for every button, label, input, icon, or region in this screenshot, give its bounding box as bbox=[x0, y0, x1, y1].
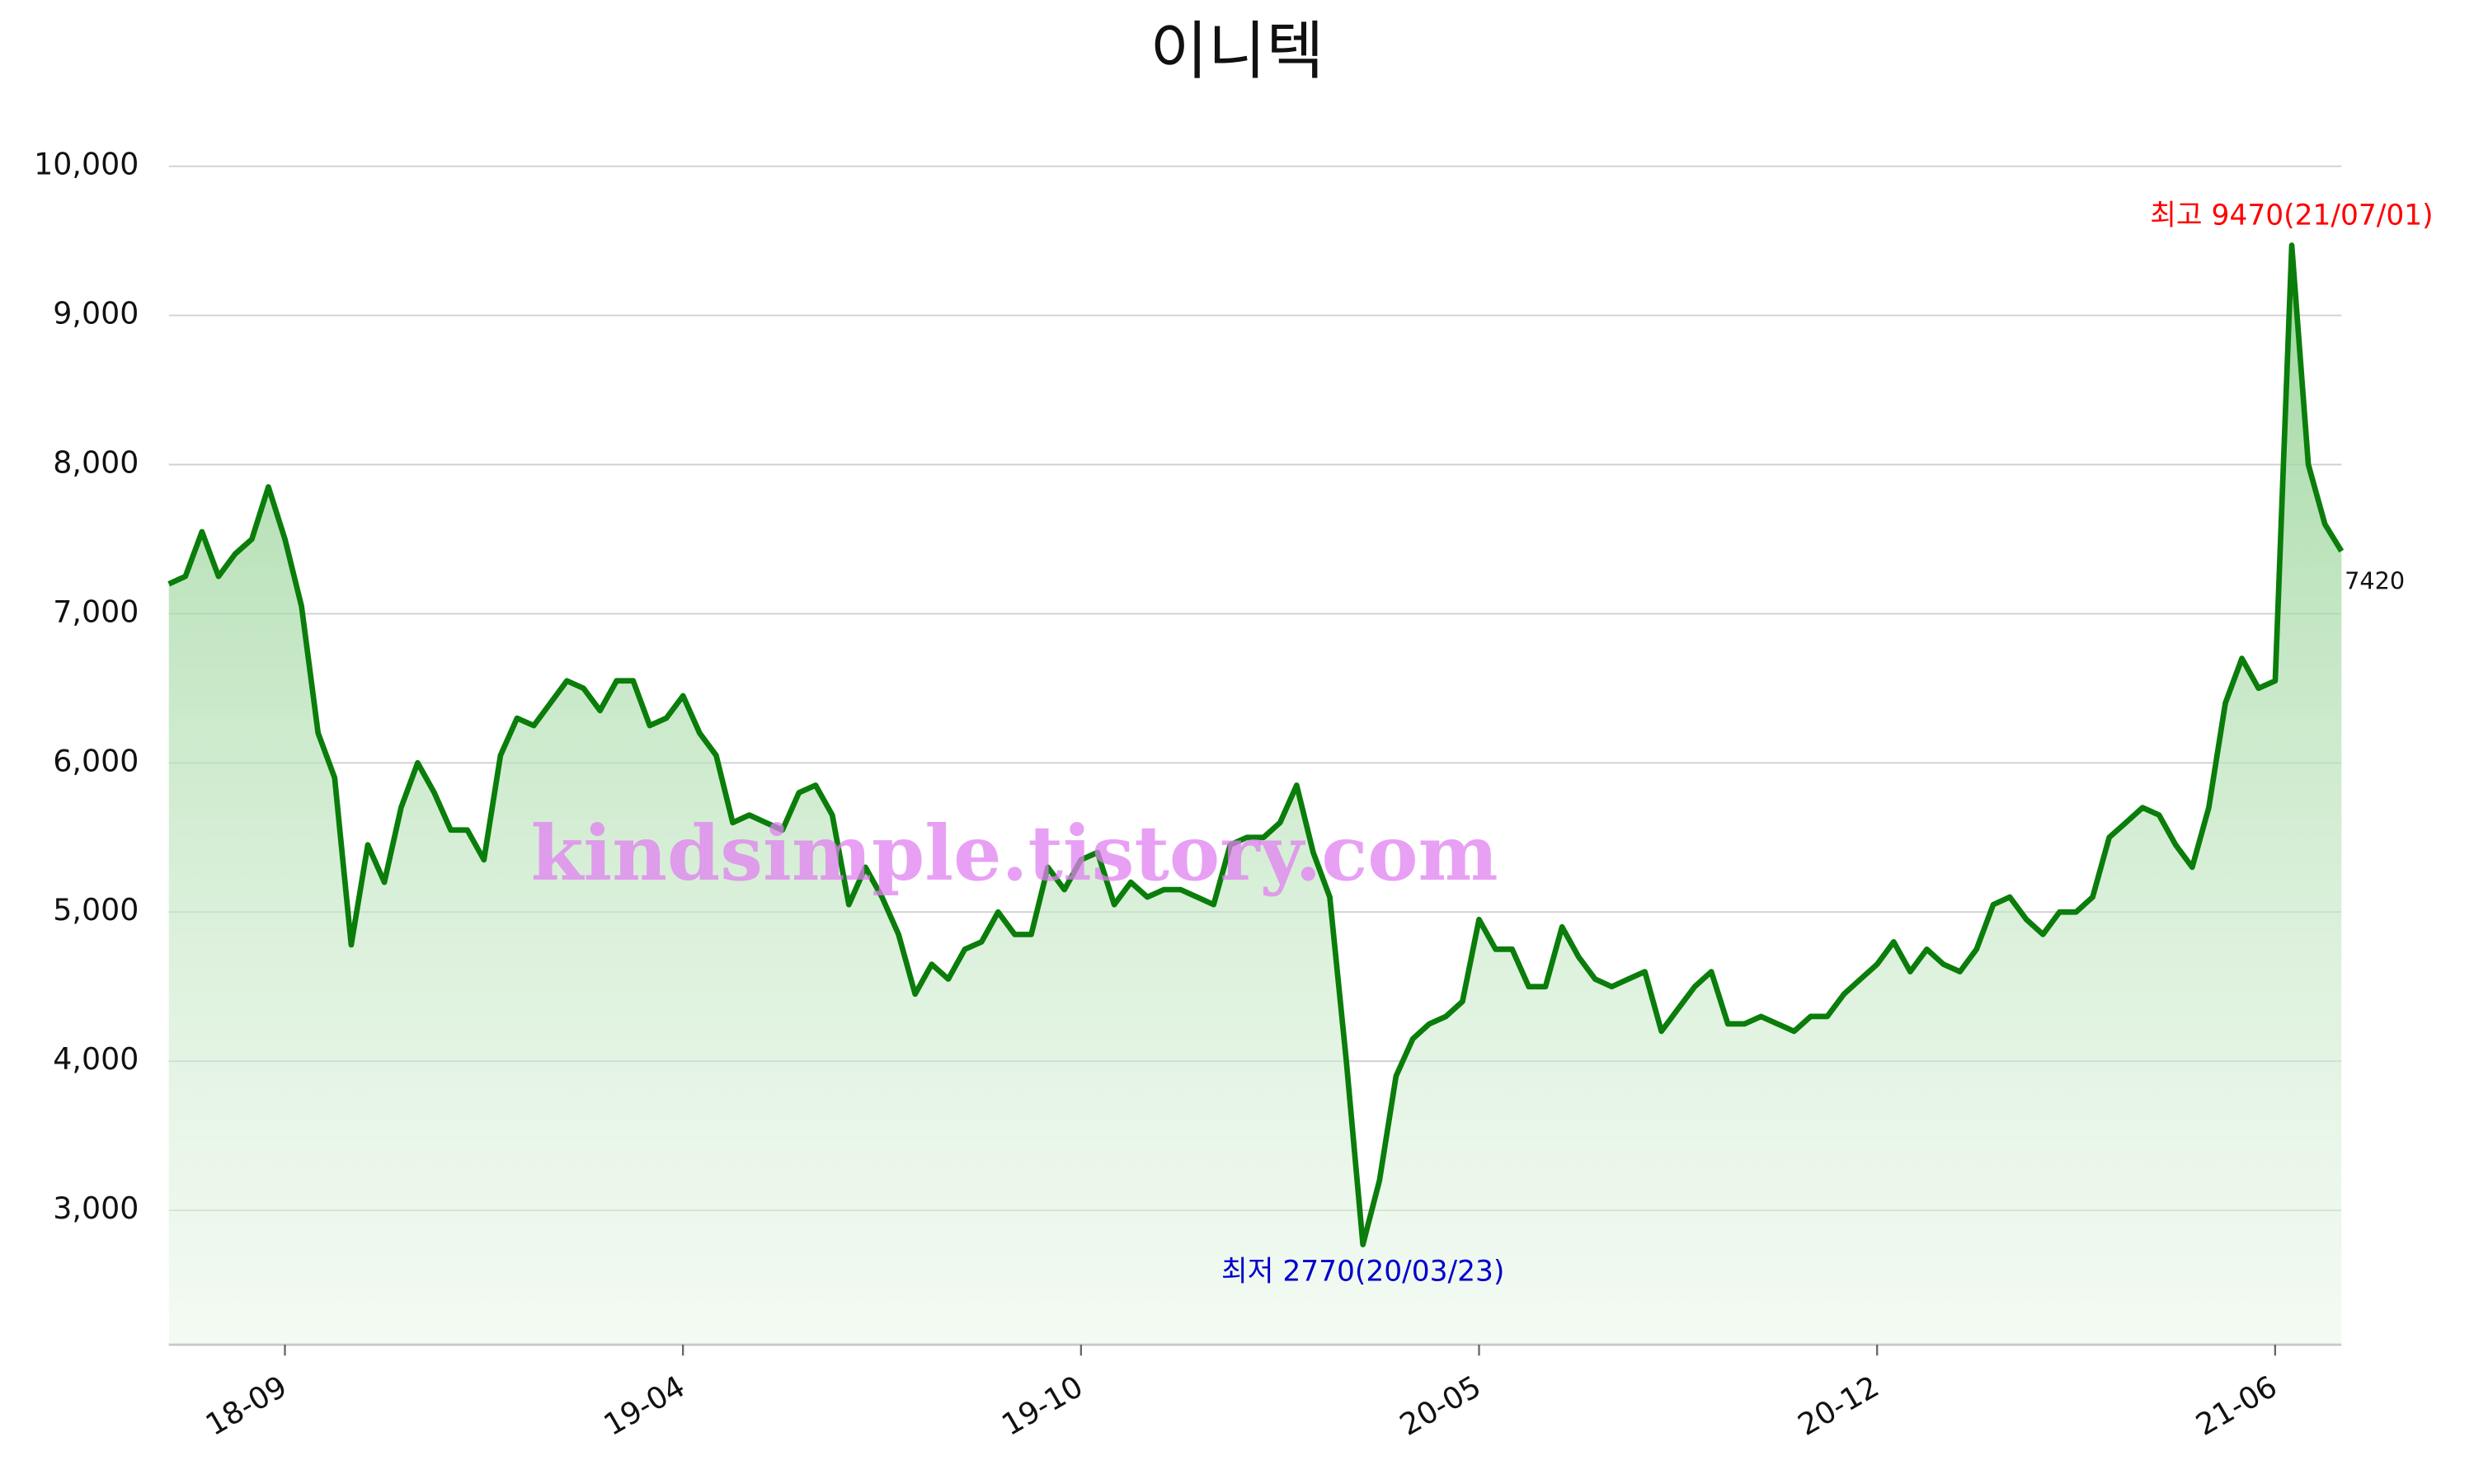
y-tick-label: 7,000 bbox=[53, 594, 139, 629]
x-tick-label: 21-06 bbox=[2189, 1369, 2283, 1443]
y-tick-label: 8,000 bbox=[53, 444, 139, 480]
annotation: 최저 2770(20/03/23) bbox=[1221, 1256, 1504, 1289]
last-value-label: 7420 bbox=[2345, 567, 2405, 595]
annotation: 최고 9470(21/07/01) bbox=[2150, 200, 2433, 232]
area bbox=[168, 245, 2342, 1345]
x-tick-label: 18-09 bbox=[200, 1369, 293, 1443]
chart-title: 이니텍 bbox=[1150, 16, 1324, 89]
x-tick-label: 19-10 bbox=[995, 1369, 1089, 1443]
y-tick-label: 10,000 bbox=[34, 147, 139, 182]
y-tick-label: 3,000 bbox=[53, 1190, 139, 1226]
x-tick-label: 19-04 bbox=[598, 1369, 691, 1443]
x-tick-label: 20-12 bbox=[1792, 1369, 1885, 1443]
y-tick-label: 5,000 bbox=[53, 892, 139, 928]
y-tick-label: 9,000 bbox=[53, 296, 139, 331]
y-tick-label: 4,000 bbox=[53, 1041, 139, 1077]
watermark: kindsimple.tistory.com bbox=[531, 809, 1498, 898]
y-tick-label: 6,000 bbox=[53, 743, 139, 778]
x-tick-label: 20-05 bbox=[1394, 1369, 1487, 1443]
price-line bbox=[167, 242, 2345, 1247]
